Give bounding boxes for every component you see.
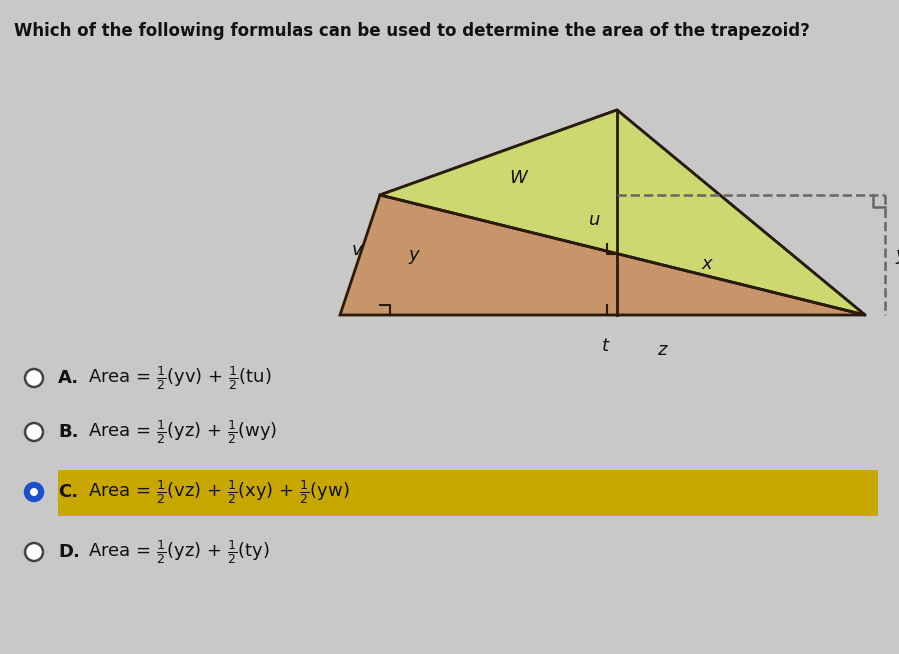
Text: W: W	[509, 169, 527, 187]
Text: v: v	[352, 241, 362, 259]
Text: Area = $\frac{1}{2}$(yz) + $\frac{1}{2}$(wy): Area = $\frac{1}{2}$(yz) + $\frac{1}{2}$…	[88, 418, 278, 446]
Text: C.: C.	[58, 483, 78, 501]
Polygon shape	[340, 110, 865, 315]
Text: D.: D.	[58, 543, 80, 561]
Text: Area = $\frac{1}{2}$(vz) + $\frac{1}{2}$(xy) + $\frac{1}{2}$(yw): Area = $\frac{1}{2}$(vz) + $\frac{1}{2}$…	[88, 478, 350, 506]
FancyBboxPatch shape	[58, 470, 878, 516]
Text: z: z	[657, 341, 667, 359]
Text: Which of the following formulas can be used to determine the area of the trapezo: Which of the following formulas can be u…	[14, 22, 810, 40]
Circle shape	[25, 543, 43, 561]
Circle shape	[25, 423, 43, 441]
Text: u: u	[590, 211, 601, 229]
Text: B.: B.	[58, 423, 78, 441]
Circle shape	[25, 483, 43, 501]
Text: t: t	[601, 337, 609, 355]
Text: Area = $\frac{1}{2}$(yz) + $\frac{1}{2}$(ty): Area = $\frac{1}{2}$(yz) + $\frac{1}{2}$…	[88, 538, 270, 566]
Text: A.: A.	[58, 369, 79, 387]
Text: y: y	[895, 246, 899, 264]
Text: x: x	[701, 255, 712, 273]
Text: y: y	[408, 246, 419, 264]
Text: Area = $\frac{1}{2}$(yv) + $\frac{1}{2}$(tu): Area = $\frac{1}{2}$(yv) + $\frac{1}{2}$…	[88, 364, 271, 392]
Circle shape	[25, 369, 43, 387]
Polygon shape	[380, 110, 865, 315]
Circle shape	[30, 488, 38, 496]
